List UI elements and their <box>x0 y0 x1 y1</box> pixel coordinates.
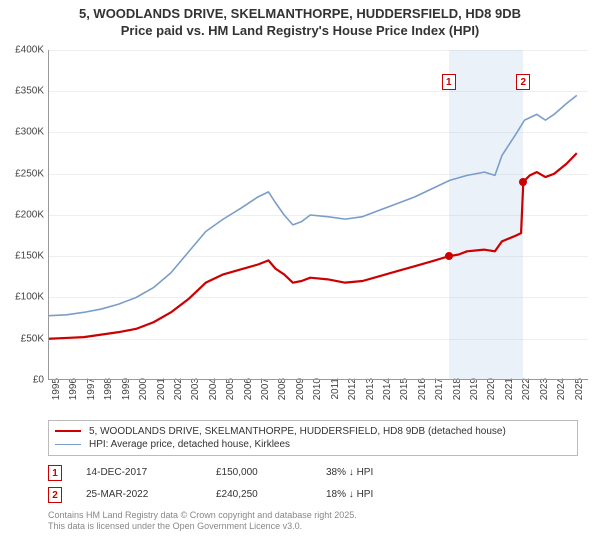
x-tick-label: 2006 <box>243 378 254 408</box>
row-marker: 1 <box>48 465 62 481</box>
x-tick-label: 2014 <box>382 378 393 408</box>
x-tick-label: 1995 <box>51 378 62 408</box>
table-row: 1 14-DEC-2017 £150,000 38% ↓ HPI <box>48 462 578 484</box>
x-tick-label: 1996 <box>68 378 79 408</box>
chart-container: 5, WOODLANDS DRIVE, SKELMANTHORPE, HUDDE… <box>0 0 600 541</box>
y-tick-label: £400K <box>15 44 44 55</box>
x-tick-label: 2022 <box>521 378 532 408</box>
x-tick-label: 2020 <box>486 378 497 408</box>
legend-row-property: 5, WOODLANDS DRIVE, SKELMANTHORPE, HUDDE… <box>55 425 571 438</box>
x-tick-label: 2012 <box>347 378 358 408</box>
footer-line-1: Contains HM Land Registry data © Crown c… <box>48 510 592 522</box>
sale-point-marker <box>519 178 527 186</box>
series-line-hpi <box>49 95 577 315</box>
lines-svg <box>49 50 588 379</box>
x-tick-label: 2005 <box>225 378 236 408</box>
legend-row-hpi: HPI: Average price, detached house, Kirk… <box>55 438 571 451</box>
transaction-table: 1 14-DEC-2017 £150,000 38% ↓ HPI 2 25-MA… <box>48 462 578 506</box>
legend-swatch-property <box>55 430 81 432</box>
row-hpi-delta: 38% ↓ HPI <box>326 467 446 478</box>
x-tick-label: 2013 <box>365 378 376 408</box>
x-tick-label: 2003 <box>190 378 201 408</box>
x-tick-label: 2018 <box>452 378 463 408</box>
x-tick-label: 2007 <box>260 378 271 408</box>
y-tick-label: £300K <box>15 127 44 138</box>
row-date: 14-DEC-2017 <box>86 467 216 478</box>
x-tick-label: 2011 <box>330 378 341 408</box>
legend-label-property: 5, WOODLANDS DRIVE, SKELMANTHORPE, HUDDE… <box>89 426 506 437</box>
x-tick-label: 2004 <box>208 378 219 408</box>
row-hpi-delta: 18% ↓ HPI <box>326 489 446 500</box>
plot-wrap: £0 £50K £100K £150K £200K £250K £300K £350K £400… <box>8 44 592 414</box>
x-tick-label: 2021 <box>504 378 515 408</box>
legend-swatch-hpi <box>55 444 81 445</box>
table-row: 2 25-MAR-2022 £240,250 18% ↓ HPI <box>48 484 578 506</box>
x-tick-label: 2017 <box>434 378 445 408</box>
x-tick-label: 2016 <box>417 378 428 408</box>
legend: 5, WOODLANDS DRIVE, SKELMANTHORPE, HUDDE… <box>48 420 578 456</box>
sale-marker-box: 2 <box>516 74 530 90</box>
sale-marker-box: 1 <box>442 74 456 90</box>
footer-line-2: This data is licensed under the Open Gov… <box>48 521 592 533</box>
x-tick-label: 2010 <box>312 378 323 408</box>
y-tick-label: £50K <box>21 333 44 344</box>
x-tick-label: 2000 <box>138 378 149 408</box>
x-tick-label: 2023 <box>539 378 550 408</box>
x-tick-label: 1999 <box>121 378 132 408</box>
x-tick-label: 2008 <box>277 378 288 408</box>
y-tick-label: £100K <box>15 292 44 303</box>
plot-area: 12 <box>48 50 588 380</box>
row-price: £150,000 <box>216 467 326 478</box>
y-tick-label: £250K <box>15 168 44 179</box>
x-tick-label: 1997 <box>86 378 97 408</box>
x-tick-label: 2019 <box>469 378 480 408</box>
row-price: £240,250 <box>216 489 326 500</box>
series-line-property <box>49 153 577 339</box>
x-tick-label: 2009 <box>295 378 306 408</box>
y-tick-label: £200K <box>15 209 44 220</box>
x-tick-label: 2002 <box>173 378 184 408</box>
x-tick-label: 2025 <box>574 378 585 408</box>
y-tick-label: £0 <box>33 374 44 385</box>
footer-note: Contains HM Land Registry data © Crown c… <box>48 510 592 533</box>
row-date: 25-MAR-2022 <box>86 489 216 500</box>
y-tick-label: £150K <box>15 251 44 262</box>
y-tick-label: £350K <box>15 86 44 97</box>
x-tick-label: 2001 <box>156 378 167 408</box>
row-marker: 2 <box>48 487 62 503</box>
sale-point-marker <box>445 252 453 260</box>
x-tick-label: 1998 <box>103 378 114 408</box>
legend-label-hpi: HPI: Average price, detached house, Kirk… <box>89 439 290 450</box>
x-tick-label: 2015 <box>399 378 410 408</box>
title-line-1: 5, WOODLANDS DRIVE, SKELMANTHORPE, HUDDE… <box>8 6 592 23</box>
chart-title: 5, WOODLANDS DRIVE, SKELMANTHORPE, HUDDE… <box>8 6 592 40</box>
title-line-2: Price paid vs. HM Land Registry's House … <box>8 23 592 40</box>
x-tick-label: 2024 <box>556 378 567 408</box>
